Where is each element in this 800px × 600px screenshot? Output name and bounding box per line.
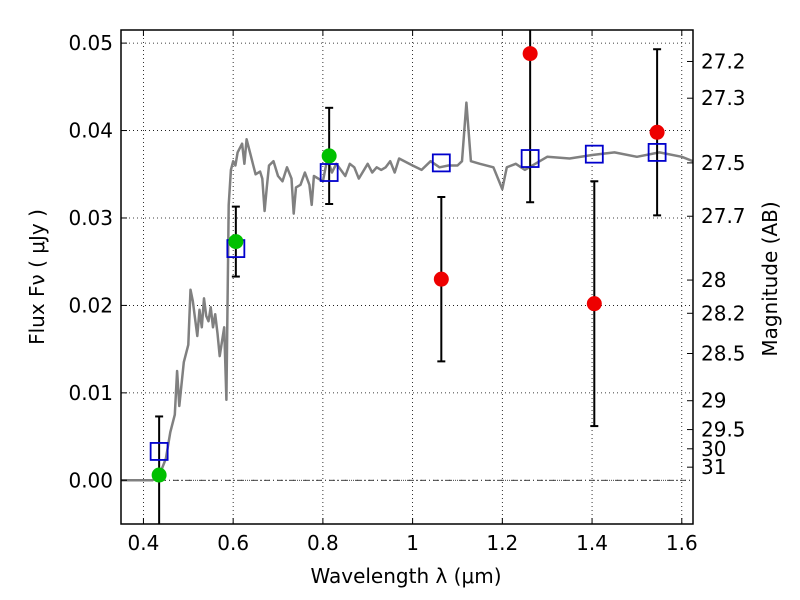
x-tick-label: 1.4 [576, 531, 608, 555]
plot-area [121, 30, 693, 524]
y-tick-label: 0.01 [68, 381, 113, 405]
axes: 0.4 0.6 0.8 1 1.2 1.4 1.6 0.00 0.01 0.02 0.03 0.04 0… [68, 30, 746, 555]
y2-tick-label: 31 [701, 455, 726, 479]
y-axis-label: Flux Fν ( μJy ) [25, 209, 49, 345]
non-detection-point [433, 271, 449, 287]
model-spectrum-line [121, 101, 693, 482]
model-band-square [647, 143, 667, 162]
plot-frame [120, 29, 694, 525]
y2-tick-label: 28.2 [701, 301, 746, 325]
x-axis-label: Wavelength λ (μm) [310, 564, 501, 588]
model-band-square [431, 153, 451, 173]
x-tick-label: 0.6 [217, 531, 249, 555]
y2-tick-label: 30 [701, 437, 726, 461]
detection-point [321, 148, 337, 164]
y2-tick-label: 27.5 [701, 151, 746, 175]
detection-point [151, 467, 167, 483]
y2-tick-label: 27.3 [701, 86, 746, 110]
model-band-square [520, 149, 540, 168]
y2-tick-label: 29 [701, 389, 726, 413]
x-tick-label: 1.2 [486, 531, 518, 555]
x-tick-label: 1.6 [666, 531, 698, 555]
y2-tick-label: 28 [701, 268, 726, 292]
y-tick-label: 0.03 [68, 206, 113, 230]
y-tick-label: 0.00 [68, 468, 113, 492]
grid [121, 30, 693, 524]
detection-point [228, 234, 244, 250]
x-tick-label: 1 [406, 531, 419, 555]
y-tick-label: 0.05 [68, 31, 113, 55]
y2-tick-label: 28.5 [701, 342, 746, 366]
x-tick-label: 0.4 [128, 531, 160, 555]
y2-axis-label: Magnitude (AB) [758, 201, 782, 356]
y2-tick-label: 27.7 [701, 204, 746, 228]
non-detection-point [586, 296, 602, 312]
model-band-square [319, 163, 339, 182]
non-detection-point [522, 46, 538, 62]
y-tick-label: 0.02 [68, 293, 113, 317]
model-band-square [584, 144, 604, 164]
non-detection-point [649, 124, 665, 140]
model-band-square [149, 442, 169, 461]
y2-tick-label: 27.2 [701, 49, 746, 73]
y2-tick-label: 29.5 [701, 418, 746, 442]
y-tick-label: 0.04 [68, 119, 113, 143]
x-tick-label: 0.8 [307, 531, 339, 555]
